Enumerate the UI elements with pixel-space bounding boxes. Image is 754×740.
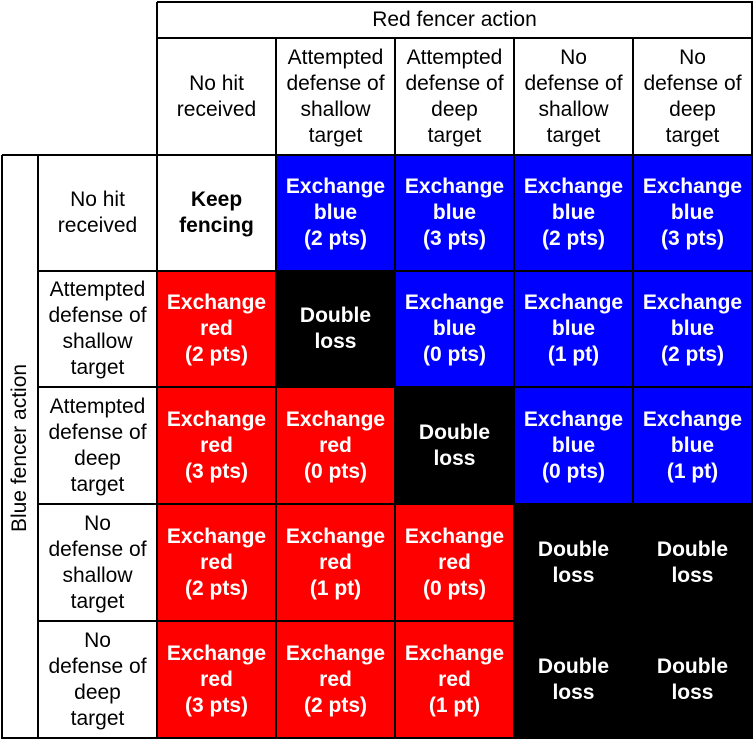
outcome-cell: Exchange red (1 pt) <box>395 621 514 738</box>
outcome-cell: Exchange blue (0 pts) <box>514 387 633 504</box>
outcome-cell: Exchange red (0 pts) <box>276 387 395 504</box>
grid-line <box>156 2 158 739</box>
red-fencer-action-header: Red fencer action <box>157 2 752 38</box>
grid-line <box>37 155 39 739</box>
column-header: No defense of deep target <box>633 38 752 155</box>
row-header: No defense of shallow target <box>38 504 157 621</box>
outcome-cell: Double loss <box>395 387 514 504</box>
grid-line <box>1 155 3 739</box>
grid-line <box>157 37 753 39</box>
outcome-cell: Exchange red (3 pts) <box>157 621 276 738</box>
grid-line <box>2 154 753 156</box>
outcome-cell: Double loss <box>276 271 395 387</box>
outcome-cell: Exchange blue (3 pts) <box>395 155 514 271</box>
outcome-cell: Exchange red (0 pts) <box>395 504 514 621</box>
blue-fencer-action-header: Blue fencer action <box>2 156 38 740</box>
outcome-cell: Exchange red (1 pt) <box>276 504 395 621</box>
outcome-cell: Double loss <box>514 621 633 738</box>
outcome-cell: Exchange blue (2 pts) <box>276 155 395 271</box>
outcome-cell: Keep fencing <box>157 155 276 271</box>
outcome-cell: Exchange blue (2 pts) <box>633 271 752 387</box>
row-header: No hit received <box>38 155 157 271</box>
outcome-cell: Exchange blue (1 pt) <box>633 387 752 504</box>
grid-line <box>751 2 753 739</box>
grid-line <box>2 737 38 739</box>
grid-line <box>157 1 753 3</box>
outcome-cell: Double loss <box>633 621 752 738</box>
outcome-cell: Exchange blue (3 pts) <box>633 155 752 271</box>
outcome-cell: Exchange red (2 pts) <box>157 271 276 387</box>
grid-line <box>394 38 396 739</box>
outcome-cell: Exchange blue (0 pts) <box>395 271 514 387</box>
column-header: Attempted defense of shallow target <box>276 38 395 155</box>
row-header: No defense of deep target <box>38 621 157 738</box>
outcome-cell: Double loss <box>633 504 752 621</box>
grid-line <box>513 38 515 739</box>
column-header: No defense of shallow target <box>514 38 633 155</box>
blue-fencer-action-label: Blue fencer action <box>8 363 32 533</box>
column-header: Attempted defense of deep target <box>395 38 514 155</box>
row-header: Attempted defense of shallow target <box>38 271 157 387</box>
outcome-cell: Exchange blue (1 pt) <box>514 271 633 387</box>
row-header: Attempted defense of deep target <box>38 387 157 504</box>
outcome-cell: Exchange red (2 pts) <box>276 621 395 738</box>
grid-line <box>275 38 277 739</box>
outcome-cell: Exchange blue (2 pts) <box>514 155 633 271</box>
grid-line <box>632 38 634 739</box>
column-header: No hit received <box>157 38 276 155</box>
outcome-cell: Double loss <box>514 504 633 621</box>
outcome-cell: Exchange red (3 pts) <box>157 387 276 504</box>
outcome-cell: Exchange red (2 pts) <box>157 504 276 621</box>
